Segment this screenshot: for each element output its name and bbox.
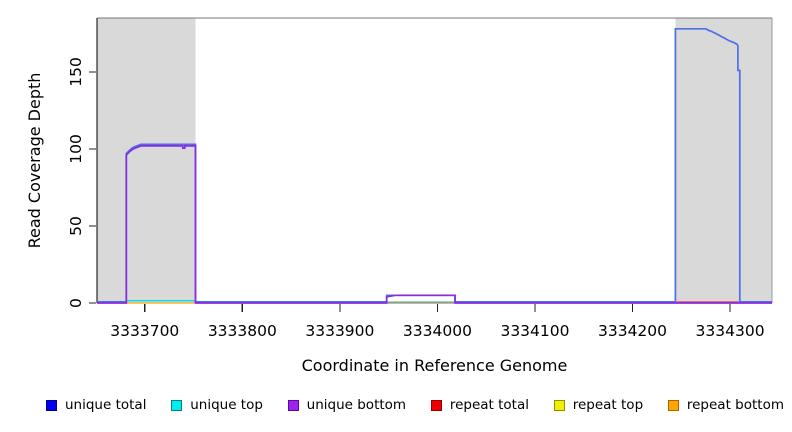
legend-swatch-icon-repeat-total xyxy=(430,399,442,411)
x-tick-label: 3333800 xyxy=(208,322,277,340)
legend-label-unique-total: unique total xyxy=(65,397,147,413)
legend-swatch-icon-unique-bottom xyxy=(287,399,299,411)
coverage-chart: 3333700 3333800 3333900 3334000 3334100 33342… xyxy=(25,17,773,375)
legend-item-repeat-bottom: repeat bottom xyxy=(667,397,784,413)
legend-label-unique-top: unique top xyxy=(190,397,263,413)
legend-item-repeat-top: repeat top xyxy=(553,397,644,413)
right-shaded-region xyxy=(675,18,772,303)
legend-item-unique-bottom: unique bottom xyxy=(287,397,407,413)
y-tick-label: 50 xyxy=(67,216,85,236)
legend-label-unique-bottom: unique bottom xyxy=(306,397,407,413)
legend-swatch-icon-repeat-top xyxy=(553,399,565,411)
x-axis-title: Coordinate in Reference Genome xyxy=(302,356,568,375)
coverage-series-unique-total xyxy=(97,27,772,303)
y-tick-label: 150 xyxy=(67,57,85,87)
x-tick-label: 3334200 xyxy=(598,322,667,340)
legend-swatch-icon-unique-top xyxy=(171,399,183,411)
left-shaded-region xyxy=(97,18,196,303)
x-tick-label: 3333700 xyxy=(110,322,179,340)
legend-swatch-icon-unique-total xyxy=(46,399,57,411)
y-tick-label: 100 xyxy=(67,134,85,164)
legend-label-repeat-total: repeat total xyxy=(449,397,529,413)
legend-label-repeat-top: repeat top xyxy=(572,397,644,413)
x-tick-label: 3333900 xyxy=(305,322,374,340)
y-axis-title: Read Coverage Depth xyxy=(25,73,44,249)
coverage-series-unique-bottom xyxy=(97,145,772,304)
legend-item-repeat-total: repeat total xyxy=(430,397,529,413)
x-tick-label: 3334300 xyxy=(696,322,765,340)
legend-item-unique-top: unique top xyxy=(171,397,263,413)
legend-swatch-icon-repeat-bottom xyxy=(667,399,679,411)
plot-area xyxy=(97,18,772,303)
y-tick-label: 0 xyxy=(67,298,85,308)
x-tick-label: 3334100 xyxy=(500,322,569,340)
chart-legend: unique total unique top unique bottom repea… xyxy=(46,397,784,413)
x-tick-label: 3334000 xyxy=(403,322,472,340)
legend-item-unique-total: unique total xyxy=(46,397,146,413)
legend-label-repeat-bottom: repeat bottom xyxy=(686,397,784,413)
